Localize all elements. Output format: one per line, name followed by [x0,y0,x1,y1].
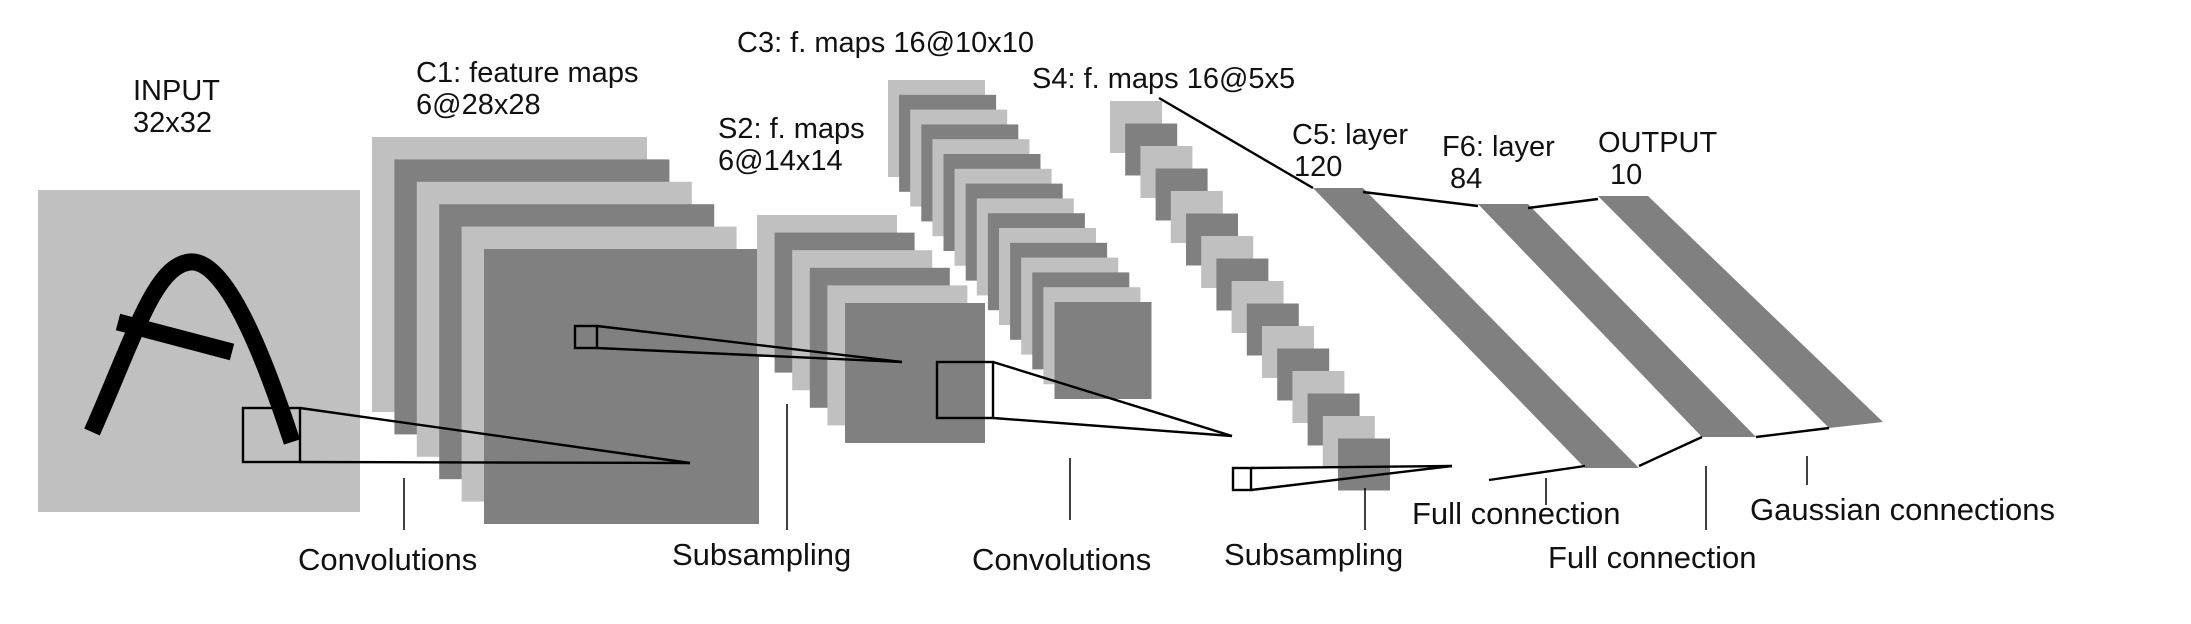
s2-map-6 [845,303,985,443]
sub2-projection-bottom [1250,464,1453,492]
s4-feature-maps [1110,101,1390,491]
full2-caption: Full connection [1548,540,1757,575]
f6-output-bottom-connection [1755,426,1830,439]
handwritten-letter-a-crossbar [115,313,235,361]
s2-label-name: S2: f. maps [718,113,865,145]
output-label-size: 10 [1610,159,1642,191]
s2-label-size: 6@14x14 [718,145,843,177]
s4-label: S4: f. maps 16@5x5 [1032,63,1295,95]
c5-bottom-connection [1488,464,1586,482]
c5-f6-bottom-connection [1638,435,1703,468]
handwritten-letter-a-stroke [84,253,301,445]
conv1-projection-top [299,406,691,465]
conv1-projection-bottom [299,460,691,465]
sub2-projection-top [1250,464,1453,470]
s2-receptive-field [935,360,995,420]
output-label-name: OUTPUT [1598,127,1718,159]
c5-layer-bar [1313,188,1639,468]
f6-label-name: F6: layer [1442,131,1555,163]
full1-caption: Full connection [1412,496,1621,531]
sub1-projection-top [596,324,903,364]
c3-feature-maps [888,80,1152,399]
c5-top-connection [1158,96,1314,190]
c5-f6-top-connection [1362,190,1479,208]
connection-lines [299,96,1830,492]
c1-map-6 [484,249,759,524]
s4-map-16 [1338,438,1390,491]
c5-label-size: 120 [1294,151,1342,183]
c1-label-name: C1: feature maps [416,57,638,89]
c1-label-size: 6@28x28 [416,89,541,121]
c5-label-name: C5: layer [1292,119,1408,151]
input-label-size: 32x32 [133,107,212,139]
operation-ticks [403,404,1808,530]
c1-feature-maps [372,137,759,524]
sub1-projection-bottom [596,346,903,364]
output-layer-bar [1598,196,1883,428]
f6-layer-bar [1478,204,1756,437]
c1-receptive-field [573,324,599,350]
input-receptive-field [241,406,302,464]
input-label-name: INPUT [133,75,220,107]
c3-label: C3: f. maps 16@10x10 [737,27,1034,59]
sub1-caption: Subsampling [672,537,851,572]
gauss-caption: Gaussian connections [1750,492,2055,527]
input-image [38,190,360,512]
c3-receptive-field [1231,466,1253,492]
conv1-caption: Convolutions [298,542,477,577]
conv2-caption: Convolutions [972,542,1151,577]
f6-output-top-connection [1527,197,1599,210]
conv2-projection-top [992,360,1233,438]
sub2-caption: Subsampling [1224,537,1403,572]
conv2-projection-bottom [992,416,1233,438]
c3-map-16 [1054,302,1152,399]
s2-feature-maps [757,215,985,443]
f6-label-size: 84 [1450,163,1482,195]
